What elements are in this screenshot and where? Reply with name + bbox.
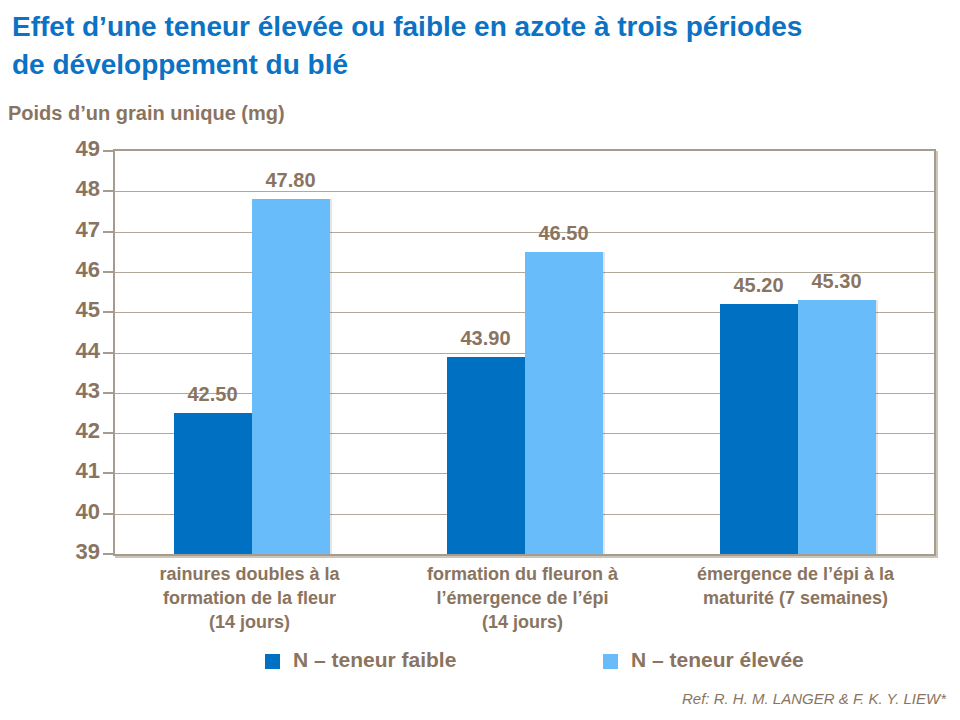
y-axis-tickmark <box>103 553 113 555</box>
reference-citation: Ref: R. H. M. LANGER & F. K. Y. LIEW* <box>682 690 946 707</box>
y-tick-label: 41 <box>0 458 100 484</box>
y-axis-tick-labels: 3940414243444546474849 <box>0 149 100 552</box>
legend-item-teneur-elevee: N – teneur élevée <box>603 648 804 672</box>
x-axis-category-labels: rainures doubles à la formation de la fl… <box>113 562 932 648</box>
y-axis-tickmark <box>103 231 113 233</box>
y-axis-tickmark <box>103 472 113 474</box>
plot-area: 42.5043.9045.2047.8046.5045.30 <box>113 149 936 556</box>
legend-label-teneur-faible: N – teneur faible <box>293 648 456 672</box>
y-tick-label: 46 <box>0 257 100 283</box>
legend-swatch-dark <box>265 654 280 669</box>
x-category-label: formation du fleuron à l’émergence de l’… <box>383 562 663 634</box>
legend-item-teneur-faible: N – teneur faible <box>265 648 456 672</box>
bar <box>174 413 252 554</box>
y-axis-tickmark <box>103 352 113 354</box>
y-axis-tickmark <box>103 150 113 152</box>
y-tick-label: 43 <box>0 378 100 404</box>
bar <box>252 199 330 554</box>
y-axis-title: Poids d’un grain unique (mg) <box>8 102 285 125</box>
x-category-label: rainures doubles à la formation de la fl… <box>110 562 390 634</box>
bar <box>720 304 798 554</box>
y-tick-label: 49 <box>0 136 100 162</box>
bar-value-label: 46.50 <box>494 222 634 245</box>
y-tick-label: 39 <box>0 539 100 565</box>
x-category-label: émergence de l’épi à la maturité (7 sema… <box>656 562 936 610</box>
y-axis-tickmark <box>103 311 113 313</box>
y-tick-label: 45 <box>0 297 100 323</box>
y-axis-tickmark <box>103 392 113 394</box>
y-tick-label: 47 <box>0 217 100 243</box>
y-tick-label: 44 <box>0 338 100 364</box>
bar <box>525 252 603 554</box>
bar <box>798 300 876 554</box>
y-axis-tickmark <box>103 271 113 273</box>
y-tick-label: 48 <box>0 176 100 202</box>
y-tick-label: 40 <box>0 499 100 525</box>
bar-value-label: 47.80 <box>221 169 361 192</box>
slide: Effet d’une teneur élevée ou faible en a… <box>0 0 960 720</box>
y-axis-tickmark <box>103 432 113 434</box>
legend-label-teneur-elevee: N – teneur élevée <box>631 648 804 672</box>
legend-swatch-light <box>603 654 618 669</box>
bar-value-label: 45.30 <box>767 270 907 293</box>
y-tick-label: 42 <box>0 418 100 444</box>
page-title: Effet d’une teneur élevée ou faible en a… <box>12 8 952 84</box>
y-axis-tickmark <box>103 513 113 515</box>
bar <box>447 357 525 554</box>
bar-value-label: 42.50 <box>143 383 283 406</box>
y-axis-tickmark <box>103 190 113 192</box>
bar-value-label: 43.90 <box>416 327 556 350</box>
